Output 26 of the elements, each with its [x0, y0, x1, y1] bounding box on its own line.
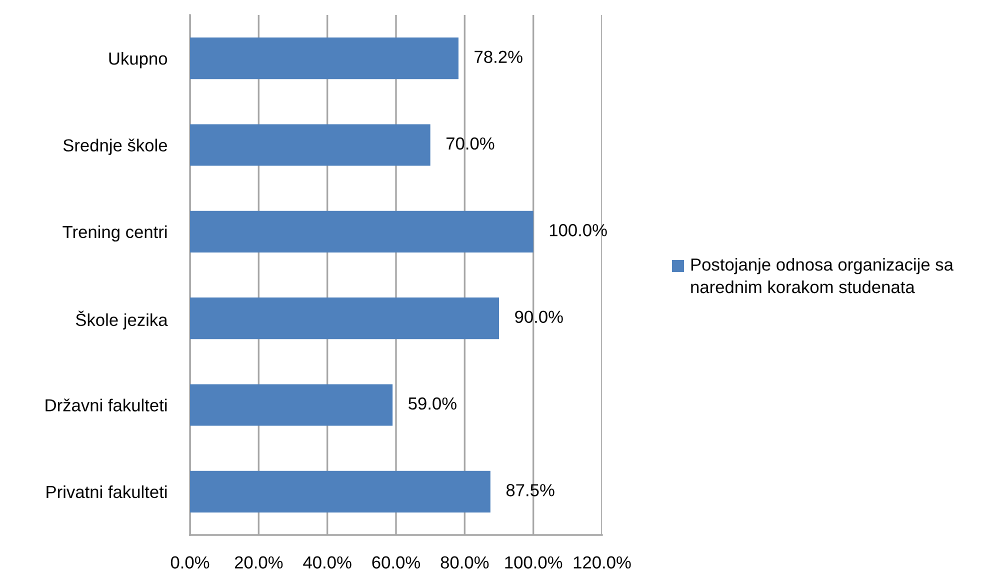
data-label: 70.0%	[446, 137, 494, 150]
x-tick-label: 80.0%	[440, 556, 489, 569]
bar	[190, 38, 458, 80]
x-tick-label: 40.0%	[303, 556, 352, 569]
bar	[190, 470, 490, 512]
data-label: 87.5%	[506, 484, 554, 496]
legend-label: Postojanje odnosa organizacije sa narednim korakom studenata	[691, 258, 954, 294]
data-label: 90.0%	[515, 310, 563, 323]
data-label: 59.0%	[408, 397, 456, 410]
bar	[190, 384, 393, 426]
x-tick-label: 120.0%	[574, 556, 631, 569]
bar	[190, 124, 430, 166]
y-tick-label: Srednje škole	[63, 138, 168, 155]
x-tick-label: 60.0%	[372, 556, 420, 569]
x-tick-label: 100.0%	[505, 556, 562, 569]
data-label: 78.2%	[474, 50, 522, 63]
bar	[190, 298, 499, 340]
y-tick-label: Ukupno	[109, 52, 168, 68]
bar	[190, 210, 534, 252]
x-tick-label: 20.0%	[234, 556, 283, 569]
data-label: 100.0%	[550, 224, 607, 236]
y-tick-label: Škole jezika	[76, 310, 168, 330]
y-tick-label: Državni fakulteti	[46, 398, 167, 412]
x-tick-label: 0.0%	[170, 556, 210, 569]
y-tick-label: Trening centri	[62, 225, 167, 242]
y-tick-label: Privatni fakulteti	[46, 485, 167, 498]
